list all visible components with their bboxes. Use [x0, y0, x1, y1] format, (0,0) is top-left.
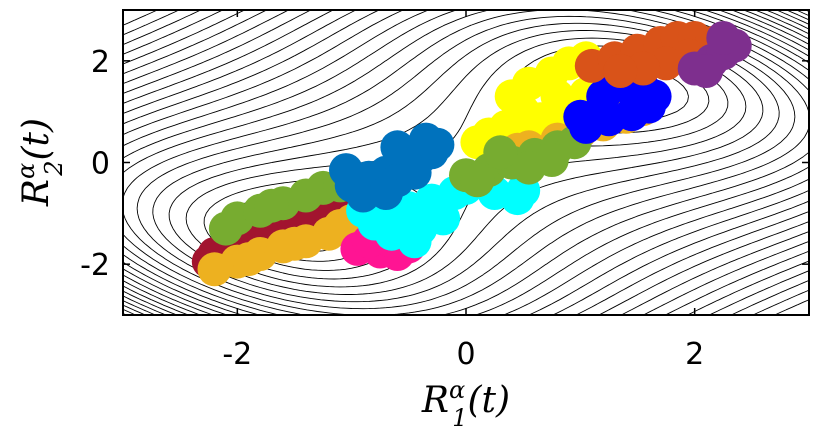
contour-line — [123, 10, 809, 315]
cluster-point — [208, 211, 243, 246]
contour-line — [123, 10, 809, 315]
cluster-point — [329, 153, 363, 188]
trajectory-clusters — [191, 21, 752, 287]
contour-line — [123, 10, 809, 315]
cluster-point — [357, 206, 392, 241]
y-tick-label: 2 — [91, 45, 110, 80]
cluster-point — [540, 79, 575, 114]
contour-line — [123, 10, 809, 315]
y-tick-label: 0 — [91, 147, 110, 182]
cluster-point — [603, 54, 638, 88]
cluster-point — [231, 242, 266, 277]
cluster-point — [563, 99, 598, 134]
cluster-point — [706, 21, 741, 55]
contour-line — [123, 10, 809, 315]
contour-line — [123, 10, 809, 315]
cluster-point — [460, 163, 495, 198]
cluster-point — [420, 127, 455, 162]
x-tick-label: -2 — [222, 337, 252, 372]
contour-line — [123, 10, 809, 315]
x-tick-label: 0 — [456, 337, 475, 372]
cluster-point — [254, 188, 289, 223]
axis-ticks: -2 0 2 -2 0 2 — [80, 10, 809, 372]
x-axis-label: Rα 1(t) — [421, 376, 510, 432]
cluster-point — [534, 143, 569, 177]
cluster-point — [369, 176, 403, 210]
y-axis-label: Rα2(t) — [12, 118, 68, 207]
cluster-6 — [329, 122, 455, 213]
cluster-point — [586, 79, 621, 114]
y-tick-label: -2 — [80, 248, 110, 283]
cluster-point — [397, 155, 432, 190]
cluster-point — [689, 54, 724, 88]
x-tick-label: 2 — [685, 337, 704, 372]
cluster-point — [380, 130, 415, 165]
cluster-point — [483, 135, 518, 170]
contour-line — [123, 10, 809, 315]
cluster-point — [277, 226, 312, 261]
contour-line — [123, 10, 809, 315]
contour-line — [123, 10, 809, 315]
contour-line — [123, 10, 809, 315]
cluster-12 — [677, 21, 752, 88]
